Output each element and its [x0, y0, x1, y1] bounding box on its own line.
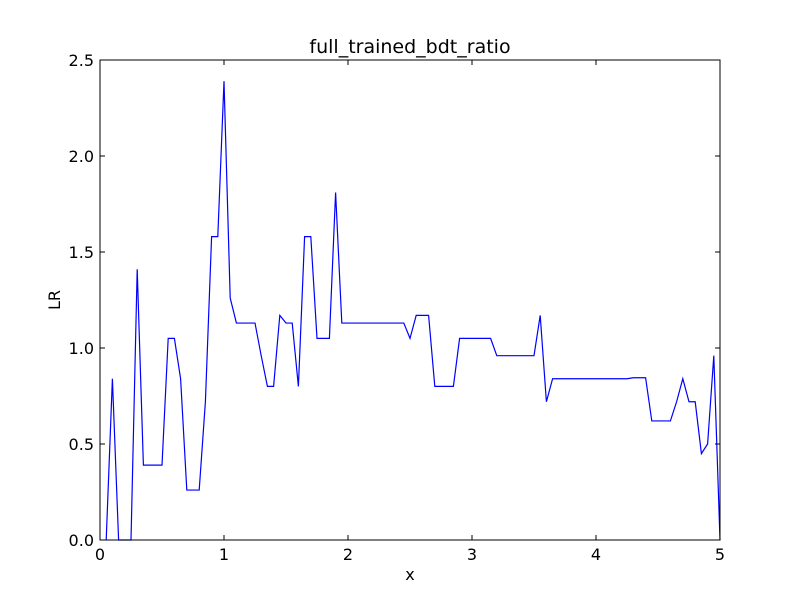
data-layer: [105, 81, 721, 541]
y-tick-label: 1.0: [69, 339, 94, 358]
y-tick-label: 0.0: [69, 531, 94, 550]
plot-frame: [99, 59, 721, 541]
plot-area: [100, 60, 720, 540]
tick-layer: 0 1 2 3 4 5 0.0 0.5 1.0 1.5 2.0 2.5: [69, 51, 726, 564]
x-tick-label: 2: [343, 545, 353, 564]
x-tick-label: 4: [591, 545, 601, 564]
y-tick-label: 1.5: [69, 243, 94, 262]
x-tick-label: 3: [467, 545, 477, 564]
chart-title: full_trained_bdt_ratio: [309, 36, 510, 58]
y-tick-label: 2.0: [69, 147, 94, 166]
x-axis-label: x: [405, 565, 414, 584]
y-tick-label: 2.5: [69, 51, 94, 70]
y-tick-label: 0.5: [69, 435, 94, 454]
series-line-0: [105, 81, 721, 541]
x-tick-label: 5: [715, 545, 725, 564]
y-axis-label: LR: [45, 290, 64, 310]
x-tick-label: 0: [95, 545, 105, 564]
x-tick-label: 1: [219, 545, 229, 564]
